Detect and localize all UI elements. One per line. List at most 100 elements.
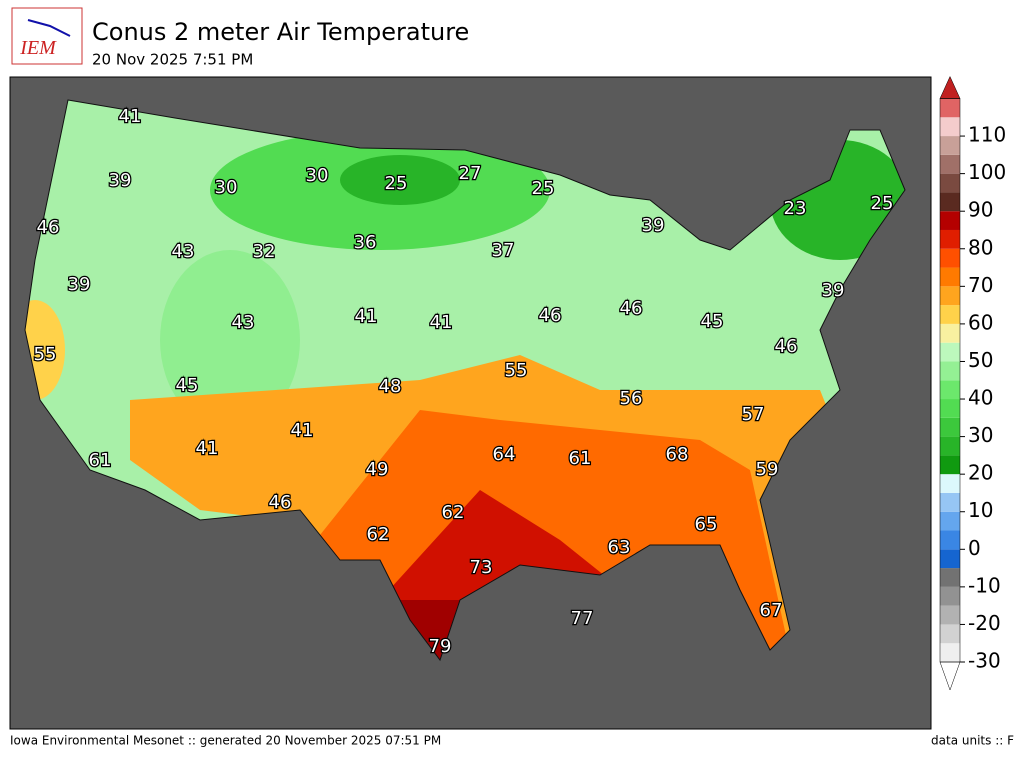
temperature-label: 25 bbox=[385, 173, 408, 194]
colorbar-swatch bbox=[940, 267, 960, 287]
colorbar-swatch bbox=[940, 286, 960, 306]
colorbar-swatch bbox=[940, 154, 960, 174]
temperature-label: 36 bbox=[354, 232, 377, 253]
temperature-label: 39 bbox=[642, 215, 665, 236]
colorbar-tick-label: 40 bbox=[968, 386, 993, 410]
colorbar-swatch bbox=[940, 229, 960, 249]
colorbar-swatch bbox=[940, 361, 960, 381]
colorbar-tick-label: 30 bbox=[968, 423, 993, 447]
temperature-label: 62 bbox=[367, 524, 390, 545]
colorbar-tick-label: -10 bbox=[968, 573, 1001, 597]
temperature-label: 61 bbox=[569, 448, 592, 469]
temperature-label: 65 bbox=[695, 514, 718, 535]
colorbar-swatch bbox=[940, 117, 960, 137]
temperature-label: 64 bbox=[493, 444, 516, 465]
colorbar-tick-label: -30 bbox=[968, 649, 1001, 673]
temperature-label: 30 bbox=[306, 165, 329, 186]
temperature-label: 56 bbox=[620, 388, 643, 409]
temperature-label: 30 bbox=[215, 177, 238, 198]
colorbar-swatch bbox=[940, 455, 960, 475]
colorbar-tick-label: 60 bbox=[968, 310, 993, 334]
colorbar-swatch bbox=[940, 436, 960, 456]
colorbar-tick-label: 90 bbox=[968, 198, 993, 222]
temperature-label: 39 bbox=[822, 280, 845, 301]
colorbar-swatch bbox=[940, 511, 960, 531]
footer-right: data units :: F bbox=[931, 734, 1014, 748]
colorbar-tick-label: -20 bbox=[968, 611, 1001, 635]
colorbar-min-arrow bbox=[939, 661, 961, 691]
temperature-label: 43 bbox=[172, 241, 195, 262]
colorbar-swatch bbox=[940, 474, 960, 493]
colorbar-max-arrow bbox=[939, 75, 961, 99]
colorbar-frame bbox=[939, 98, 961, 663]
temperature-label: 39 bbox=[109, 170, 132, 191]
temperature-label: 46 bbox=[620, 298, 643, 319]
colorbar-swatch bbox=[940, 492, 960, 512]
temperature-label: 57 bbox=[742, 404, 765, 425]
colorbar-swatch bbox=[940, 211, 960, 230]
temperature-label: 25 bbox=[532, 178, 555, 199]
temperature-label: 79 bbox=[429, 636, 452, 657]
colorbar-tick-label: 10 bbox=[968, 498, 993, 522]
colorbar-swatch bbox=[940, 399, 960, 418]
temperature-label: 32 bbox=[253, 241, 276, 262]
colorbar-swatch bbox=[940, 605, 960, 625]
title: Conus 2 meter Air Temperature bbox=[92, 18, 469, 46]
colorbar-swatch bbox=[940, 192, 960, 212]
colorbar-swatch bbox=[940, 248, 960, 268]
temperature-label: 46 bbox=[539, 305, 562, 326]
temperature-label: 41 bbox=[119, 106, 142, 127]
temperature-label: 39 bbox=[68, 274, 91, 295]
colorbar-swatch bbox=[940, 549, 960, 569]
temperature-label: 41 bbox=[196, 438, 219, 459]
temperature-label: 46 bbox=[775, 336, 798, 357]
temperature-label: 45 bbox=[701, 311, 724, 332]
logo-text: IEM bbox=[19, 37, 57, 59]
temperature-label: 45 bbox=[176, 375, 199, 396]
colorbar-tick-label: 110 bbox=[968, 123, 1006, 147]
colorbar-swatch bbox=[940, 305, 960, 324]
temperature-label: 43 bbox=[232, 312, 255, 333]
temperature-label: 77 bbox=[571, 608, 594, 629]
temperature-label: 68 bbox=[666, 444, 689, 465]
colorbar-swatch bbox=[940, 136, 960, 155]
temperature-label: 67 bbox=[760, 600, 783, 621]
temperature-label: 49 bbox=[366, 459, 389, 480]
temperature-label: 73 bbox=[470, 557, 493, 578]
colorbar-swatch bbox=[940, 624, 960, 644]
colorbar-swatch bbox=[940, 417, 960, 437]
temperature-label: 27 bbox=[459, 163, 482, 184]
temperature-label: 41 bbox=[430, 312, 453, 333]
colorbar-swatch bbox=[940, 568, 960, 587]
temperature-label: 37 bbox=[492, 240, 515, 261]
footer-left: Iowa Environmental Mesonet :: generated … bbox=[10, 734, 441, 748]
colorbar-swatch bbox=[940, 323, 960, 343]
colorbar-swatch bbox=[940, 173, 960, 193]
colorbar-tick-label: 20 bbox=[968, 461, 993, 485]
colorbar-swatch bbox=[940, 380, 960, 400]
subtitle: 20 Nov 2025 7:51 PM bbox=[92, 51, 253, 69]
colorbar-swatch bbox=[940, 643, 960, 662]
colorbar-swatch bbox=[940, 530, 960, 550]
colorbar-swatch bbox=[940, 586, 960, 606]
temperature-label: 41 bbox=[291, 420, 314, 441]
temperature-label: 55 bbox=[505, 360, 528, 381]
colorbar-tick-label: 100 bbox=[968, 160, 1006, 184]
temperature-label: 46 bbox=[37, 217, 60, 238]
temperature-label: 41 bbox=[355, 306, 378, 327]
colorbar-tick-label: 80 bbox=[968, 235, 993, 259]
temperature-label: 55 bbox=[34, 344, 57, 365]
colorbar-swatch bbox=[940, 98, 960, 118]
temperature-label: 46 bbox=[269, 492, 292, 513]
temperature-label: 62 bbox=[442, 502, 465, 523]
temperature-label: 59 bbox=[756, 459, 779, 480]
colorbar-tick-label: 70 bbox=[968, 273, 993, 297]
colorbar-tick-label: 0 bbox=[968, 536, 981, 560]
temperature-label: 23 bbox=[784, 198, 807, 219]
temperature-label: 61 bbox=[89, 450, 112, 471]
temperature-label: 25 bbox=[871, 193, 894, 214]
temperature-label: 63 bbox=[608, 537, 631, 558]
logo: IEM bbox=[11, 7, 83, 65]
colorbar-swatch bbox=[940, 342, 960, 362]
temperature-label: 48 bbox=[379, 376, 402, 397]
